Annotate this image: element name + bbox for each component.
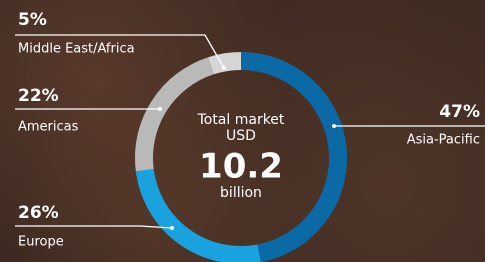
center-value: 10.2 <box>199 147 283 187</box>
leader-dot <box>170 226 174 230</box>
center-line1: Total market <box>197 112 285 128</box>
category-label: Europe <box>18 235 64 250</box>
value-label: 26% <box>18 203 59 223</box>
leader-dot <box>158 107 162 111</box>
donut-segment <box>211 61 241 66</box>
value-label: 47% <box>439 102 480 122</box>
page: Total market USD 10.2 billion 47% Asia-Pa… <box>0 0 485 262</box>
center-line2: USD <box>226 128 256 144</box>
value-label: 5% <box>18 10 47 30</box>
value-label: 22% <box>18 86 59 106</box>
leader-dot <box>222 66 226 70</box>
category-label: Asia-Pacific <box>407 133 480 148</box>
category-label: Middle East/Africa <box>18 42 135 57</box>
center-line3: billion <box>220 185 262 201</box>
category-label: Americas <box>18 120 79 135</box>
chart: Total market USD 10.2 billion 47% Asia-Pa… <box>0 0 485 262</box>
leader-line <box>15 226 172 228</box>
leader-dot <box>332 124 336 128</box>
